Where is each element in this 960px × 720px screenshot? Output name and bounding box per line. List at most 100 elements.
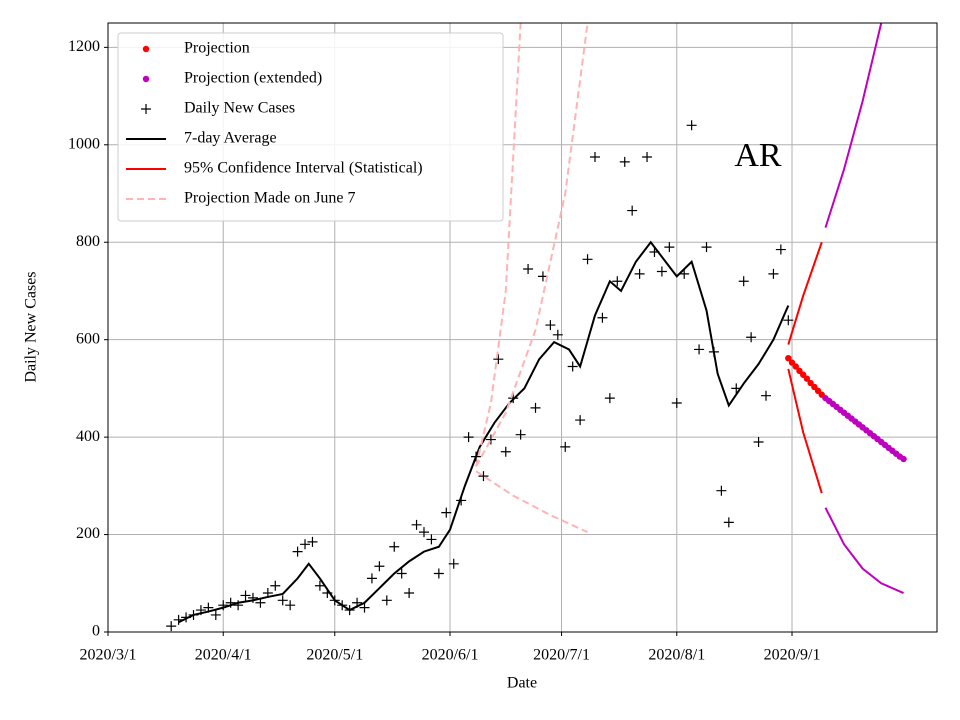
y-tick-label: 800	[76, 233, 100, 250]
case-point	[359, 602, 370, 613]
case-point	[634, 268, 645, 279]
case-point	[664, 242, 675, 253]
case-point	[738, 276, 749, 287]
series-line	[475, 23, 522, 467]
x-tick-label: 2020/6/1	[422, 647, 479, 664]
case-point	[448, 558, 459, 569]
legend-label: Projection	[184, 40, 250, 57]
case-point	[671, 398, 682, 409]
case-point	[441, 507, 452, 518]
case-point	[560, 441, 571, 452]
x-tick-label: 2020/5/1	[306, 647, 363, 664]
x-tick-label: 2020/4/1	[195, 647, 252, 664]
case-point	[404, 588, 415, 599]
case-point	[240, 590, 251, 601]
series-line	[475, 23, 589, 467]
case-point	[426, 534, 437, 545]
case-point	[500, 446, 511, 457]
x-tick-label: 2020/8/1	[648, 647, 705, 664]
legend-label: Projection (extended)	[184, 70, 322, 87]
case-point	[760, 390, 771, 401]
case-point	[418, 527, 429, 538]
y-tick-label: 600	[76, 330, 100, 347]
case-point	[656, 266, 667, 277]
case-point	[270, 580, 281, 591]
case-point	[768, 268, 779, 279]
case-point	[307, 536, 318, 547]
series-line	[787, 241, 823, 345]
case-point	[589, 151, 600, 162]
case-point	[597, 312, 608, 323]
series-line	[475, 470, 588, 534]
case-point	[567, 361, 578, 372]
state-label: AR	[734, 137, 782, 174]
series-line	[824, 507, 904, 594]
case-point	[701, 242, 712, 253]
case-point	[545, 320, 556, 331]
case-point	[582, 254, 593, 265]
case-point	[627, 205, 638, 216]
case-point	[604, 393, 615, 404]
case-point	[723, 517, 734, 528]
x-tick-label: 2020/7/1	[533, 647, 590, 664]
case-point	[314, 580, 325, 591]
plot-area	[166, 23, 907, 632]
case-point	[783, 315, 794, 326]
case-point	[716, 485, 727, 496]
projection-point	[785, 354, 792, 362]
legend-label: 7-day Average	[184, 130, 277, 147]
legend-label: Daily New Cases	[184, 100, 295, 117]
case-point	[679, 268, 690, 279]
legend-swatch	[142, 75, 150, 83]
case-point	[300, 539, 311, 550]
case-point	[285, 600, 296, 611]
case-point	[753, 436, 764, 447]
case-point	[642, 151, 653, 162]
y-tick-label: 200	[76, 525, 100, 542]
legend-swatch	[142, 45, 150, 53]
case-point	[694, 344, 705, 355]
y-tick-label: 1000	[68, 135, 100, 152]
legend-label: 95% Confidence Interval (Statistical)	[184, 160, 423, 177]
case-point	[374, 561, 385, 572]
case-point	[485, 434, 496, 445]
case-point	[575, 415, 586, 426]
case-point	[493, 354, 504, 365]
x-tick-label: 2020/9/1	[764, 647, 821, 664]
case-point	[463, 432, 474, 443]
case-point	[411, 519, 422, 530]
case-point	[530, 402, 541, 413]
projection-point	[792, 363, 799, 370]
case-point	[366, 573, 377, 584]
legend-swatch	[141, 104, 151, 114]
axes-frame	[107, 22, 938, 633]
case-point	[775, 244, 786, 255]
case-point	[433, 568, 444, 579]
case-point	[292, 546, 303, 557]
y-tick-label: 0	[92, 623, 100, 640]
case-point	[686, 120, 697, 131]
case-point	[619, 156, 630, 167]
y-tick-label: 1200	[68, 38, 100, 55]
case-point	[396, 568, 407, 579]
legend-label: Projection Made on June 7	[184, 190, 356, 207]
legend-box	[117, 32, 504, 222]
y-tick-label: 400	[76, 428, 100, 445]
x-axis-label: Date	[507, 675, 537, 692]
case-point	[389, 541, 400, 552]
case-point	[277, 595, 288, 606]
ticks: 0 200 400 600 800 1000 1200 2020/3/1 2020/4/1 202…	[68, 38, 820, 664]
case-point	[210, 609, 221, 620]
case-point	[612, 276, 623, 287]
case-point	[381, 595, 392, 606]
case-point	[746, 332, 757, 343]
series-line	[787, 368, 823, 494]
case-point	[478, 471, 489, 482]
series-line	[178, 240, 790, 624]
projection-point	[803, 375, 811, 382]
case-point	[552, 329, 563, 340]
case-point	[515, 429, 526, 440]
case-point	[523, 264, 534, 275]
